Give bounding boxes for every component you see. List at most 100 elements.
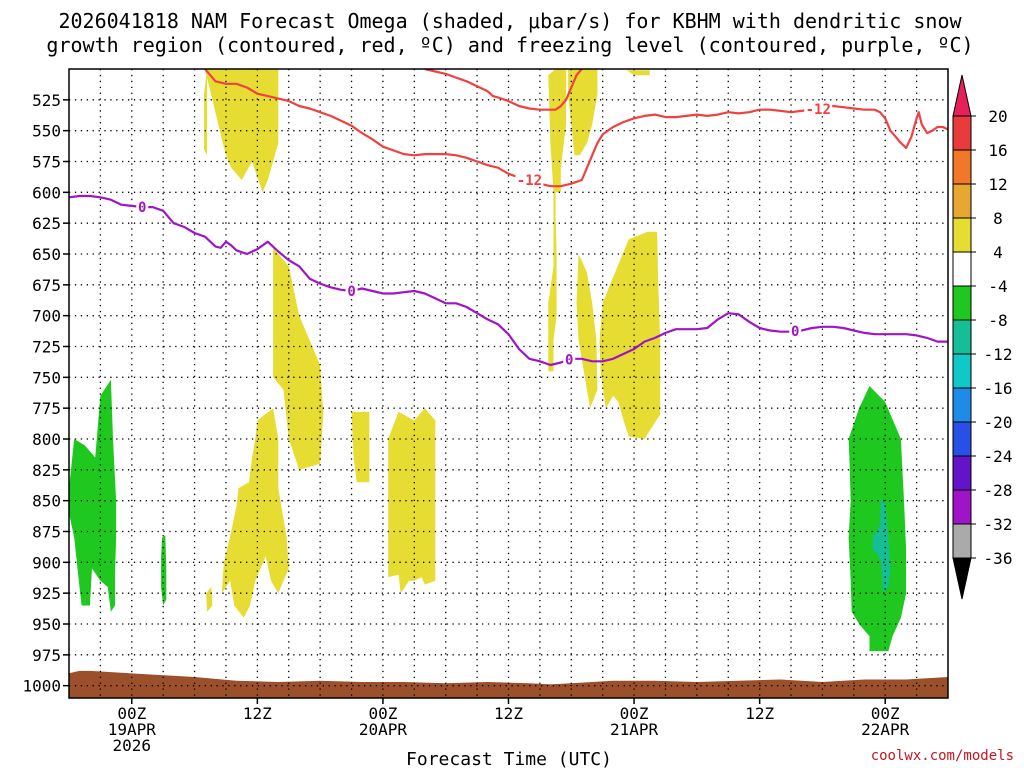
- x-tick-label: 22APR: [861, 720, 910, 739]
- omega-region: [568, 69, 598, 156]
- contour-line: [204, 69, 948, 188]
- colorbar-segment: [952, 319, 972, 355]
- contour-line: [424, 69, 583, 111]
- omega-region: [848, 386, 907, 652]
- x-tick-label: 12Z: [494, 704, 523, 723]
- contour-label-bg: [136, 200, 149, 215]
- x-tick-label: 2026: [113, 736, 152, 755]
- y-tick-label: 625: [32, 214, 61, 233]
- contour-label-bg: [563, 352, 576, 367]
- contour-label-bg: [515, 173, 544, 187]
- x-tick-label: 00Z: [368, 704, 397, 723]
- y-tick-label: 525: [32, 91, 61, 110]
- y-tick-label: 675: [32, 276, 61, 295]
- colorbar-label: -16: [984, 379, 1013, 398]
- y-tick-label: 775: [32, 399, 61, 418]
- omega-region: [273, 247, 324, 470]
- omega-region: [555, 69, 567, 193]
- x-tick-label: 00Z: [871, 704, 900, 723]
- omega-region: [626, 70, 650, 76]
- colorbar-label: -28: [984, 481, 1013, 500]
- colorbar-label: -4: [988, 277, 1007, 296]
- colorbar-label: 4: [993, 243, 1003, 262]
- y-tick-label: 550: [32, 122, 61, 141]
- colorbar-label: -8: [988, 311, 1007, 330]
- y-tick-label: 575: [32, 153, 61, 172]
- omega-region: [69, 379, 117, 612]
- colorbar-label: -32: [984, 515, 1013, 534]
- colorbar-segment: [952, 115, 972, 151]
- y-tick-label: 800: [32, 430, 61, 449]
- x-tick-label: 12Z: [243, 704, 272, 723]
- y-tick-label: 825: [32, 461, 61, 480]
- y-tick-label: 875: [32, 523, 61, 542]
- omega-region: [204, 69, 208, 156]
- x-tick-label: 12Z: [745, 704, 774, 723]
- y-tick-label: 925: [32, 584, 61, 603]
- colorbar-label: 12: [988, 175, 1007, 194]
- y-tick-label: 900: [32, 553, 61, 572]
- colorbar-segment: [952, 251, 972, 287]
- credit-text: coolwx.com/models: [871, 748, 1014, 764]
- colorbar-bottom-arrow: [952, 557, 972, 600]
- omega-region: [576, 254, 598, 409]
- colorbar-segment: [952, 455, 972, 491]
- omega-region: [351, 411, 370, 483]
- y-tick-label: 1000: [22, 677, 61, 696]
- x-axis-label: Forecast Time (UTC): [406, 749, 612, 768]
- contour-labels: -12 -12 0 0 0 0: [136, 101, 833, 369]
- colorbar-label: 20: [988, 107, 1007, 126]
- x-tick-label: 19APR: [108, 720, 157, 739]
- contour-label-bg: [789, 324, 802, 339]
- plot-background: [69, 69, 948, 698]
- colorbar-segment: [952, 489, 972, 525]
- omega-region: [548, 69, 557, 372]
- contour-label: -12: [806, 102, 831, 118]
- contour-label: -12: [517, 173, 542, 189]
- colorbar-label: -12: [984, 345, 1013, 364]
- colorbar: 20 16 12 8 4 -4 -8 -12 -16 -20 -24 -28 -32 -36: [952, 74, 1013, 600]
- y-tick-label: 700: [32, 307, 61, 326]
- x-tick-label: 20APR: [359, 720, 408, 739]
- contour-label-bg: [804, 101, 833, 116]
- chart-title-line1: 2026041818 NAM Forecast Omega (shaded, μ…: [58, 9, 962, 33]
- colorbar-label: 8: [993, 209, 1003, 228]
- contour-label: 0: [565, 353, 573, 369]
- chart-title-line2: growth region (contoured, red, ºC) and f…: [46, 33, 973, 57]
- contour-label: 0: [138, 200, 146, 216]
- omega-region: [69, 670, 948, 698]
- omega-region: [221, 408, 289, 618]
- colorbar-segment: [952, 387, 972, 423]
- y-tick-label: 725: [32, 338, 61, 357]
- colorbar-segment: [952, 183, 972, 219]
- contour-label-bg: [345, 284, 358, 298]
- colorbar-segment: [952, 149, 972, 185]
- omega-region: [872, 498, 891, 594]
- contour-label: 0: [791, 324, 799, 340]
- grid-lines: [69, 69, 948, 698]
- y-axis: 525 550 575 600 625 650 675 700 725 750 775 800 825 8…: [22, 91, 69, 696]
- colorbar-label: -20: [984, 413, 1013, 432]
- colorbar-segment: [952, 421, 972, 457]
- colorbar-top-arrow: [952, 74, 972, 117]
- y-tick-label: 650: [32, 245, 61, 264]
- y-tick-label: 975: [32, 646, 61, 665]
- y-tick-label: 600: [32, 183, 61, 202]
- colorbar-label: -36: [984, 549, 1013, 568]
- omega-shading: [69, 69, 948, 698]
- x-tick-label: 00Z: [620, 704, 649, 723]
- omega-region: [161, 535, 167, 606]
- contour-label: 0: [347, 284, 355, 300]
- colorbar-label: 16: [988, 141, 1007, 160]
- y-tick-label: 850: [32, 492, 61, 511]
- x-tick-label: 21APR: [610, 720, 659, 739]
- colorbar-segment: [952, 353, 972, 389]
- x-tick-label: 00Z: [117, 704, 146, 723]
- omega-region: [599, 231, 661, 439]
- colorbar-segment: [952, 285, 972, 321]
- colorbar-segment: [952, 523, 972, 559]
- y-tick-label: 750: [32, 368, 61, 387]
- colorbar-label: -24: [984, 447, 1013, 466]
